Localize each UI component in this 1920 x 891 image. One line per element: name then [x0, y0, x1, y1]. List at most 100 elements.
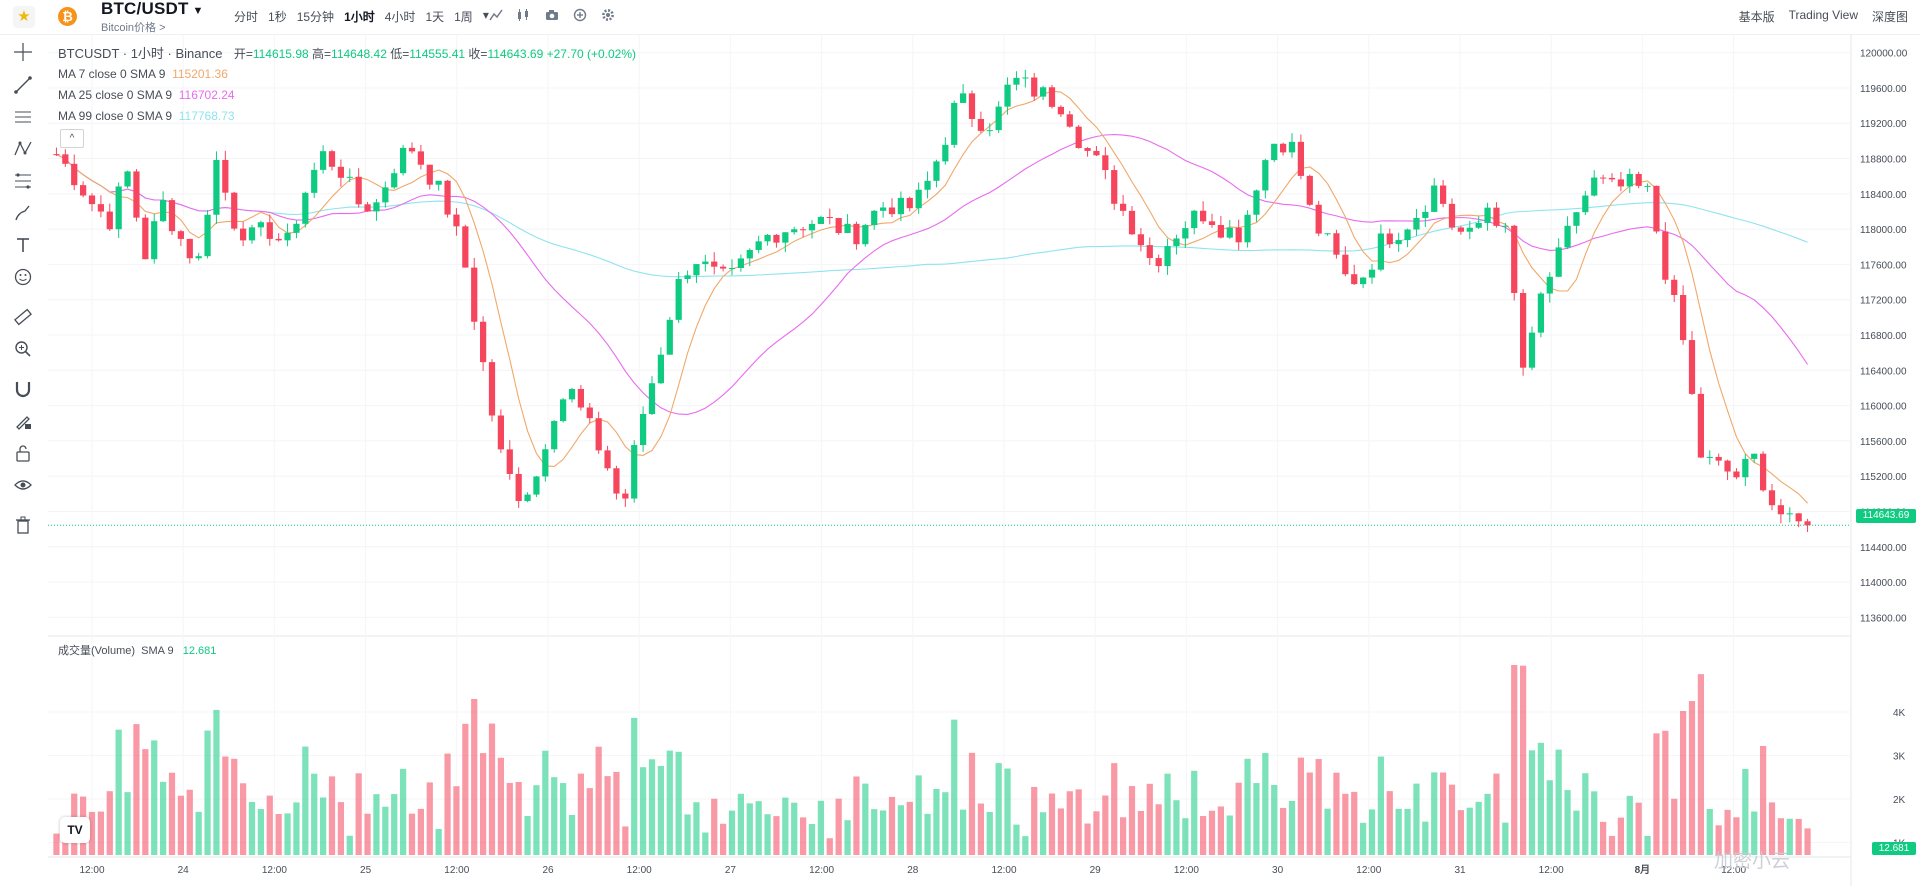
candle-body [266, 222, 273, 239]
candle-style-icon[interactable] [516, 8, 530, 25]
view-tradingview[interactable]: Trading View [1788, 8, 1858, 22]
volume-bar [1502, 822, 1509, 855]
open-label: 开= [233, 47, 253, 61]
candle-body [1084, 148, 1091, 151]
interval-tab-active[interactable]: 1小时 [344, 10, 375, 24]
candle-body [1768, 490, 1776, 506]
candle-body [808, 223, 816, 231]
coin-price-link[interactable]: Bitcoin价格 > [101, 22, 166, 34]
volume-bar [1048, 793, 1056, 855]
horizontal-lines-icon[interactable] [10, 107, 36, 133]
candle-body [364, 204, 371, 212]
candle-body [1413, 217, 1420, 230]
candle-body [222, 159, 229, 193]
low-label: 低= [390, 47, 410, 61]
candle-body [1182, 228, 1189, 239]
volume-bar [1182, 818, 1189, 855]
volume-bar [53, 833, 60, 855]
interval-tab[interactable]: 1周 [454, 10, 473, 24]
volume-bar [844, 820, 851, 855]
volume-bar [133, 724, 140, 855]
legend-collapse-button[interactable]: ^ [60, 129, 84, 148]
volume-bar [1635, 802, 1642, 855]
volume-bar [1022, 836, 1029, 855]
volume-bar [755, 801, 762, 855]
volume-bar [284, 813, 291, 855]
candle-body [586, 407, 593, 419]
candle-body [1546, 276, 1553, 294]
candle-body [1235, 227, 1242, 243]
interval-tab[interactable]: 4小时 [384, 10, 416, 24]
symbol-selector[interactable]: BTC/USDT ▼ [101, 0, 204, 19]
volume-bar [1697, 674, 1704, 855]
volume-bar [808, 824, 816, 855]
candle-body [1324, 233, 1331, 235]
tradingview-logo[interactable]: TV [60, 817, 90, 843]
view-depth[interactable]: 深度图 [1871, 10, 1908, 24]
candle-body [853, 223, 860, 245]
volume-bar [1093, 811, 1100, 855]
interval-tab[interactable]: 15分钟 [296, 10, 335, 24]
interval-tab[interactable]: 1天 [425, 10, 445, 24]
more-intervals-icon[interactable]: ▾ [482, 8, 489, 22]
settings-icon[interactable] [601, 8, 615, 25]
fib-icon[interactable] [10, 171, 36, 197]
volume-bar [586, 788, 593, 855]
candle-body [480, 321, 487, 363]
trash-icon[interactable] [10, 515, 36, 541]
volume-bar [684, 814, 691, 855]
price-axis-label: 119600.00 [1860, 84, 1907, 95]
candle-body [1288, 141, 1296, 153]
trendline-icon[interactable] [10, 75, 36, 101]
unlock-icon[interactable] [10, 443, 36, 469]
legend-title: BTCUSDT · 1小时 · Binance [58, 46, 223, 61]
candlestick-chart[interactable]: 120000.00 119600.00 119200.00 118800.00 1184… [48, 35, 1920, 886]
candle-body [1111, 170, 1118, 204]
interval-tab[interactable]: 分时 [234, 10, 259, 24]
volume-bar [1324, 808, 1331, 855]
interval-tab[interactable]: 1秒 [268, 10, 287, 24]
volume-bar [1146, 783, 1153, 855]
candle-body [426, 164, 433, 185]
volume-bar [1075, 789, 1082, 855]
camera-icon[interactable] [545, 8, 559, 25]
add-icon[interactable] [573, 8, 587, 25]
magnet-icon[interactable] [10, 379, 36, 405]
watermark: 加密小云 [1714, 851, 1791, 872]
candle-body [1217, 224, 1224, 238]
candle-body [168, 200, 176, 232]
volume-bar [791, 802, 798, 855]
volume-bar [1484, 793, 1491, 855]
volume-bar [453, 786, 460, 855]
volume-bar [1768, 802, 1776, 855]
eye-icon[interactable] [10, 475, 36, 501]
volume-sma-value: 12.681 [182, 645, 217, 657]
chart-area[interactable]: 120000.00 119600.00 119200.00 118800.00 1184… [48, 35, 1920, 886]
star-icon[interactable]: ★ [13, 6, 35, 28]
text-icon[interactable] [10, 235, 36, 261]
candle-body [1448, 203, 1456, 228]
volume-bar [737, 793, 744, 855]
candle-body [1164, 246, 1171, 267]
indicator-icon[interactable] [489, 8, 503, 25]
view-basic[interactable]: 基本版 [1738, 10, 1775, 24]
candle-body [844, 223, 851, 234]
brush-icon[interactable] [10, 203, 36, 229]
candle-body [160, 200, 167, 222]
candle-body [560, 399, 567, 422]
volume-bar [1742, 768, 1749, 855]
crosshair-icon[interactable] [10, 42, 36, 68]
volume-bar [1351, 791, 1358, 855]
candle-body [631, 445, 638, 499]
zoom-icon[interactable] [10, 339, 36, 365]
draw-lock-icon[interactable] [10, 411, 36, 437]
ruler-icon[interactable] [10, 307, 36, 333]
volume-bar [1573, 810, 1580, 855]
emoji-icon[interactable] [10, 267, 36, 293]
pattern-icon[interactable] [10, 139, 36, 165]
volume-bar [1537, 742, 1544, 855]
candle-body [826, 216, 833, 219]
volume-bar [1395, 808, 1402, 855]
volume-bar [373, 794, 380, 855]
candle-body [1120, 203, 1127, 211]
